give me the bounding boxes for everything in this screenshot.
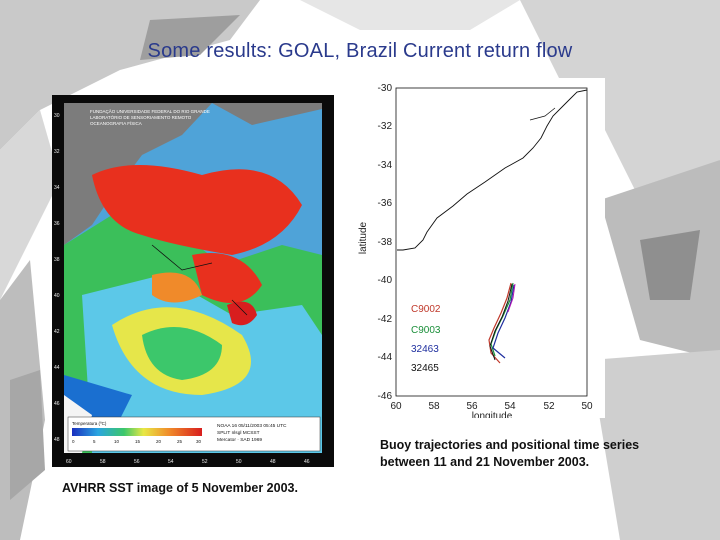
y-tick: -44 — [378, 352, 393, 363]
trajectory-32465 — [489, 283, 513, 361]
colorbar-title: Temperatura (ºC) — [72, 421, 107, 426]
colorbar-tick: 20 — [156, 439, 162, 444]
lat-tick: 34 — [54, 185, 60, 191]
lat-tick: 44 — [54, 365, 60, 371]
lon-tick: 48 — [270, 459, 276, 465]
y-tick: -30 — [378, 83, 393, 94]
legend-buoy-3: 32463 — [411, 344, 439, 355]
colorbar-tick: 10 — [114, 439, 120, 444]
lon-tick: 46 — [304, 459, 310, 465]
x-tick: 52 — [543, 401, 555, 412]
lon-tick: 54 — [168, 459, 174, 465]
x-tick: 54 — [504, 401, 516, 412]
lat-tick: 38 — [54, 257, 60, 263]
y-tick: -42 — [378, 314, 393, 325]
colorbar-tick: 5 — [93, 439, 96, 444]
lon-tick: 56 — [134, 459, 140, 465]
colorbar-tick: 15 — [135, 439, 141, 444]
lat-tick: 42 — [54, 329, 60, 335]
lat-tick: 36 — [54, 221, 60, 227]
x-tick: 60 — [390, 401, 402, 412]
coastline — [397, 89, 588, 251]
colorbar-tick: 25 — [177, 439, 183, 444]
image-info-line-2: SPLIT nlsgl MCSST — [217, 430, 260, 436]
left-caption: AVHRR SST image of 5 November 2003. — [62, 481, 298, 495]
buoy-trajectory-plot: -30 -32 -34 -36 -38 -40 -42 -44 -46 60 5… — [355, 78, 605, 418]
y-axis-label: latitude — [358, 221, 369, 254]
right-caption-line-1: Buoy trajectories and positional time se… — [380, 438, 640, 452]
y-tick: -46 — [378, 391, 393, 402]
legend-buoy-4: 32465 — [411, 363, 439, 374]
x-axis-label: longitude — [472, 411, 513, 418]
colorbar-tick: 30 — [196, 439, 202, 444]
lon-tick: 52 — [202, 459, 208, 465]
legend-buoy-2: C9003 — [411, 325, 441, 336]
legend-buoy-1: C9002 — [411, 304, 441, 315]
image-info-line-1: NOAA 16 05/11/2003 05:45 UTC — [217, 423, 287, 429]
trajectory-32463 — [492, 284, 515, 359]
colorbar-tick: 0 — [72, 439, 75, 444]
y-tick: -38 — [378, 237, 393, 248]
image-info-line-3: Mercator · SAD 1969 — [217, 437, 262, 443]
y-tick: -36 — [378, 198, 393, 209]
slide-title: Some results: GOAL, Brazil Current retur… — [147, 40, 573, 62]
lon-tick: 60 — [66, 459, 72, 465]
y-tick: -34 — [378, 160, 393, 171]
image-header-line-3: OCEANOGRAFIA FÍSICA — [90, 120, 142, 126]
right-caption-line-2: between 11 and 21 November 2003. — [380, 455, 590, 469]
image-header-line-1: FUNDAÇÃO UNIVERSIDADE FEDERAL DO RIO GRA… — [90, 108, 210, 114]
colorbar — [72, 428, 202, 436]
image-header-line-2: LABORATÓRIO DE SENSORIAMENTO REMOTO — [90, 114, 192, 120]
lat-tick: 32 — [54, 149, 60, 155]
x-tick: 58 — [428, 401, 440, 412]
trajectory-c9002 — [488, 282, 512, 364]
lon-tick: 58 — [100, 459, 106, 465]
lat-tick: 46 — [54, 401, 60, 407]
y-tick: -40 — [378, 275, 393, 286]
y-tick: -32 — [378, 121, 393, 132]
x-tick: 56 — [466, 401, 478, 412]
lat-tick: 48 — [54, 437, 60, 443]
sst-satellite-image: FUNDAÇÃO UNIVERSIDADE FEDERAL DO RIO GRA… — [52, 95, 334, 467]
lat-tick: 40 — [54, 293, 60, 299]
lat-tick: 30 — [54, 113, 60, 119]
lon-tick: 50 — [236, 459, 242, 465]
x-tick: 50 — [581, 401, 593, 412]
